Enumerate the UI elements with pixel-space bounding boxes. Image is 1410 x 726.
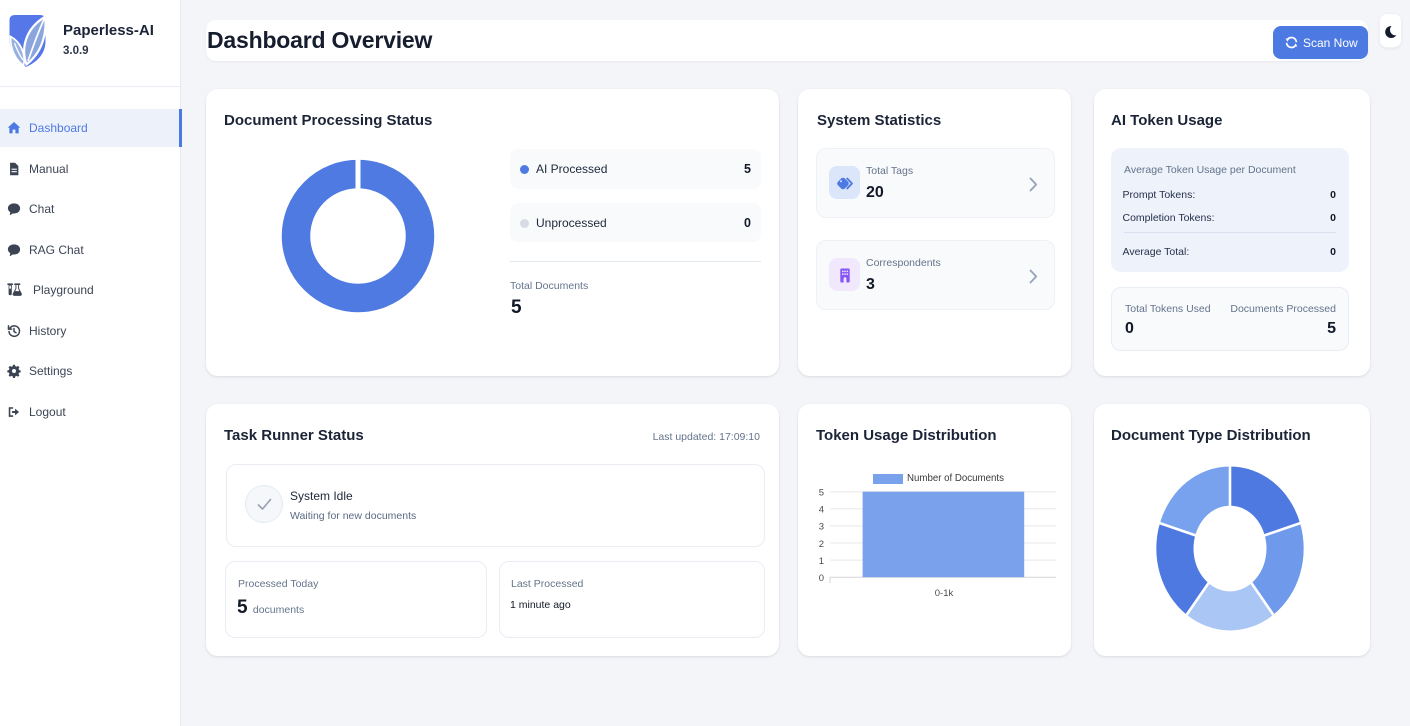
svg-text:3: 3 <box>819 522 824 533</box>
svg-text:5: 5 <box>819 488 824 499</box>
svg-text:4: 4 <box>819 505 824 516</box>
svg-text:0: 0 <box>819 573 824 584</box>
svg-text:2: 2 <box>819 539 824 550</box>
svg-text:1: 1 <box>819 556 824 567</box>
svg-text:0-1k: 0-1k <box>935 588 954 599</box>
